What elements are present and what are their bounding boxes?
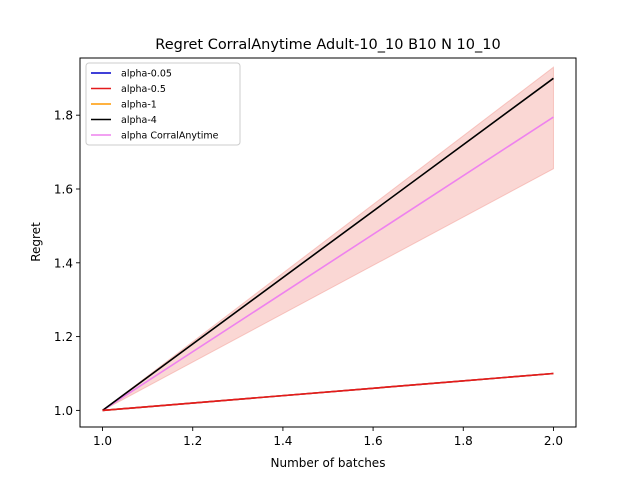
x-tick-label: 1.4	[273, 434, 292, 448]
legend-box	[85, 62, 241, 146]
x-tick-label: 1.2	[183, 434, 202, 448]
y-axis-ticks: 1.0 1.2 1.4 1.6 1.8	[54, 109, 80, 418]
x-tick-label: 1.8	[454, 434, 473, 448]
y-tick-label: 1.4	[54, 256, 73, 270]
series-lines	[102, 77, 554, 412]
series-line-alpha-4	[102, 77, 554, 412]
chart-title: Regret CorralAnytime Adult-10_10 B10 N 1…	[155, 37, 500, 53]
plot-frame	[79, 57, 577, 428]
y-tick-label: 1.2	[54, 330, 73, 344]
x-tick-label: 1.0	[93, 434, 112, 448]
x-axis-ticks: 1.0 1.2 1.4 1.6 1.8 2.0	[93, 427, 563, 448]
y-tick-label: 1.8	[54, 109, 73, 123]
legend: alpha-0.05 alpha-0.5 alpha-1 alpha-4 alpha C…	[85, 62, 241, 146]
y-tick-label: 1.6	[54, 182, 73, 196]
y-axis-label: Regret	[29, 222, 43, 262]
y-tick-label: 1.0	[54, 404, 73, 418]
x-tick-label: 1.6	[364, 434, 383, 448]
legend-label-alpha-1: alpha-1	[121, 100, 157, 111]
x-axis-label: Number of batches	[271, 456, 386, 470]
legend-label-alpha-4: alpha-4	[121, 115, 157, 126]
legend-label-alpha-0-05: alpha-0.05	[121, 69, 172, 80]
legend-label-alpha-0-5: alpha-0.5	[121, 84, 166, 95]
legend-label-alpha-corralanytime: alpha CorralAnytime	[121, 131, 219, 142]
series-line-alpha-corralanytime	[102, 116, 554, 412]
series-line-alpha-0-5	[102, 372, 554, 412]
x-tick-label: 2.0	[544, 434, 563, 448]
